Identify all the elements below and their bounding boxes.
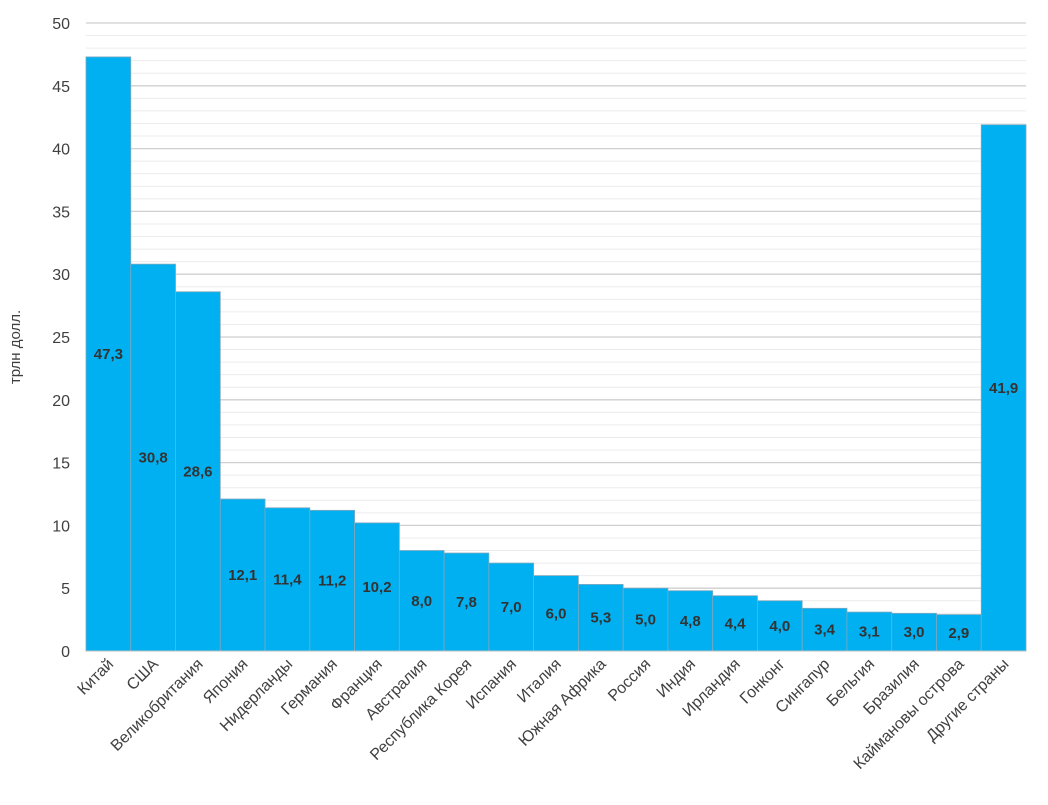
bar xyxy=(533,575,579,652)
bar xyxy=(488,562,535,652)
bar xyxy=(577,584,624,652)
bar xyxy=(712,595,758,652)
data-label: 11,4 xyxy=(273,571,302,588)
data-label: 47,3 xyxy=(94,346,123,363)
y-tick-label: 10 xyxy=(52,518,70,535)
data-label: 7,0 xyxy=(501,599,522,616)
data-label: 8,0 xyxy=(411,593,432,610)
data-label: 2,9 xyxy=(948,625,969,642)
data-label: 12,1 xyxy=(228,567,257,584)
data-label: 4,8 xyxy=(680,613,701,630)
y-tick-label: 30 xyxy=(52,267,70,284)
data-label: 4,0 xyxy=(769,618,790,635)
data-label: 3,0 xyxy=(904,624,925,641)
y-tick-label: 45 xyxy=(52,79,70,96)
y-axis-label: трлн долл. xyxy=(7,310,24,384)
y-tick-label: 5 xyxy=(61,581,70,598)
data-label: 30,8 xyxy=(139,450,168,467)
data-label: 5,3 xyxy=(590,610,611,627)
data-label: 28,6 xyxy=(183,463,212,480)
bar xyxy=(309,509,355,652)
bars xyxy=(85,56,1027,652)
data-label: 10,2 xyxy=(362,579,391,596)
bar xyxy=(667,590,714,652)
y-axis-ticks: 0 5 10 15 20 25 30 35 40 45 50 xyxy=(52,16,70,661)
bar xyxy=(846,611,893,652)
data-label: 4,4 xyxy=(725,615,747,632)
data-label: 7,8 xyxy=(456,594,477,611)
bar xyxy=(443,552,490,652)
bar xyxy=(85,56,132,652)
bar xyxy=(354,522,400,652)
y-tick-label: 0 xyxy=(61,644,70,661)
x-tick-label: Китай xyxy=(75,656,118,699)
x-axis-ticks: Китай СШАВеликобританияЯпонияНидерландыГе… xyxy=(75,656,1013,773)
x-tick-label: Другие страны xyxy=(923,656,1012,745)
y-tick-label: 25 xyxy=(52,330,70,347)
data-label: 3,4 xyxy=(814,622,836,639)
data-labels: 47,3 30,8 28,6 12,1 11,4 11,2 10,2 8,0 7,8 7,0 6,0… xyxy=(94,346,1018,642)
bar xyxy=(264,507,311,652)
bar xyxy=(936,614,982,652)
data-label: 41,9 xyxy=(989,380,1018,397)
y-tick-label: 20 xyxy=(52,393,70,410)
x-tick-label: США xyxy=(124,656,162,694)
x-tick-label: Россия xyxy=(605,656,654,705)
bar xyxy=(622,587,669,652)
data-label: 11,2 xyxy=(318,573,346,590)
data-label: 3,1 xyxy=(859,624,880,641)
bar xyxy=(398,550,445,652)
y-tick-label: 15 xyxy=(52,456,70,473)
bar xyxy=(219,498,266,652)
bar xyxy=(175,291,221,652)
y-tick-label: 40 xyxy=(52,142,70,159)
y-tick-label: 35 xyxy=(52,204,70,221)
data-label: 5,0 xyxy=(635,612,656,629)
y-tick-label: 50 xyxy=(52,16,70,33)
bar xyxy=(130,263,176,652)
data-label: 6,0 xyxy=(546,605,567,622)
